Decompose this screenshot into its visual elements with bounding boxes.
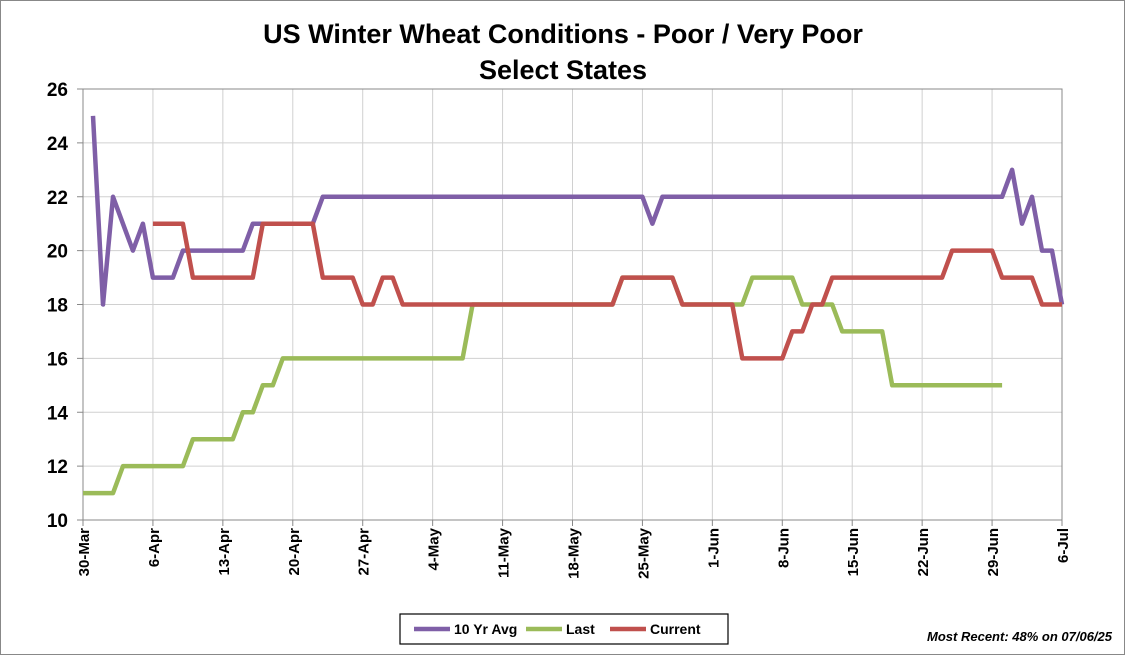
legend-label-current: Current [650, 621, 701, 637]
y-tick-label: 24 [47, 134, 69, 155]
x-tick-label: 22-Jun [915, 528, 932, 576]
x-tick-label: 13-Apr [216, 528, 233, 576]
y-tick-label: 22 [47, 188, 68, 209]
legend-box [399, 613, 729, 645]
x-tick-label: 8-Jun [775, 528, 792, 568]
x-axis: 30-Mar 6-Apr 13-Apr 20-Apr 27-Apr 4-May 11-May… [76, 520, 1072, 579]
series-lines [83, 115, 1065, 496]
y-tick-label: 12 [47, 457, 68, 478]
x-tick-label: 30-Mar [76, 528, 93, 577]
legend: 10 Yr Avg Last Current [399, 613, 729, 645]
x-tick-label: 27-Apr [356, 528, 373, 576]
y-tick-label: 16 [47, 349, 68, 370]
x-tick-label: 25-May [635, 527, 652, 579]
x-tick-label: 6-Jul [1055, 528, 1072, 563]
y-tick-label: 20 [47, 242, 68, 263]
legend-label-last: Last [566, 621, 595, 637]
x-tick-label: 15-Jun [845, 528, 862, 576]
x-tick-label: 4-May [426, 527, 443, 570]
x-tick-label: 18-May [566, 527, 583, 579]
y-tick-label: 18 [47, 296, 68, 317]
chart-title: US Winter Wheat Conditions - Poor / Very… [263, 19, 863, 49]
x-tick-label: 11-May [496, 527, 513, 578]
x-tick-label: 1-Jun [705, 528, 722, 568]
x-tick-label: 29-Jun [985, 528, 1002, 576]
x-tick-label: 6-Apr [146, 528, 163, 567]
legend-label-10-yr-avg: 10 Yr Avg [454, 621, 517, 637]
y-tick-label: 26 [47, 80, 68, 101]
y-axis: 10 12 14 16 18 20 22 24 26 [47, 80, 83, 532]
y-tick-label: 14 [47, 403, 69, 424]
most-recent-note: Most Recent: 48% on 07/06/25 [927, 629, 1112, 644]
y-tick-label: 10 [47, 511, 68, 532]
chart-subtitle: Select States [479, 55, 647, 85]
series-line-current [152, 221, 1062, 361]
series-line-10-yr-avg [90, 115, 1065, 307]
series-line-last [83, 275, 1003, 496]
x-tick-label: 20-Apr [286, 528, 303, 576]
